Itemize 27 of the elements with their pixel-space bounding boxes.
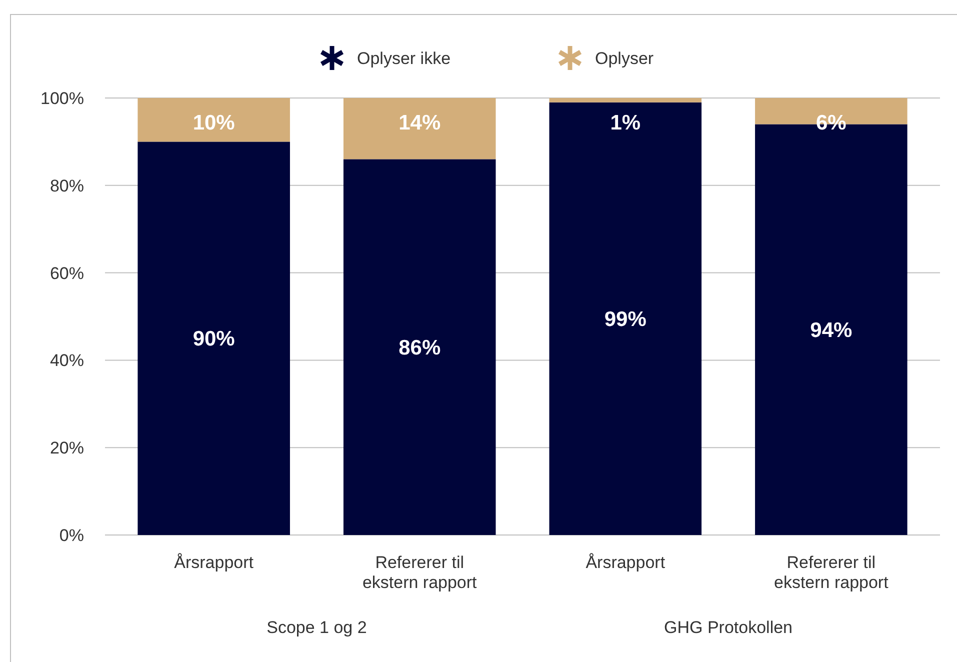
y-tick-label: 0% [59,526,84,545]
bar [549,98,702,102]
bar [138,98,290,142]
y-tick-label: 60% [50,264,84,283]
bar [549,102,702,535]
data-label: 10% [192,111,236,134]
y-tick-label: 20% [50,438,84,458]
x-tick-label: Årsrapport [586,553,666,572]
data-label: 94% [810,318,853,342]
y-tick-label: 40% [50,351,84,370]
data-label: 86% [398,336,441,360]
data-label: 1% [610,111,641,134]
bar [343,159,496,535]
x-tick-label: Refererer til ekstern rapport [362,553,478,592]
x-tick-label: Refererer til ekstern rapport [774,553,889,592]
data-label: 90% [192,328,236,351]
y-tick-label: 80% [50,176,84,196]
data-label: 99% [604,308,647,332]
text: GHG Protokollen [664,618,793,637]
text: Scope 1 og 2 [266,618,367,637]
y-tick-label: 100% [40,88,84,108]
legend-label: Oplyser [595,48,654,68]
bar [343,98,496,160]
x-tick-label: Årsrapport [174,553,254,572]
data-label: 14% [398,111,441,134]
legend-label: Oplyser ikke [357,48,451,68]
bar [138,142,290,535]
